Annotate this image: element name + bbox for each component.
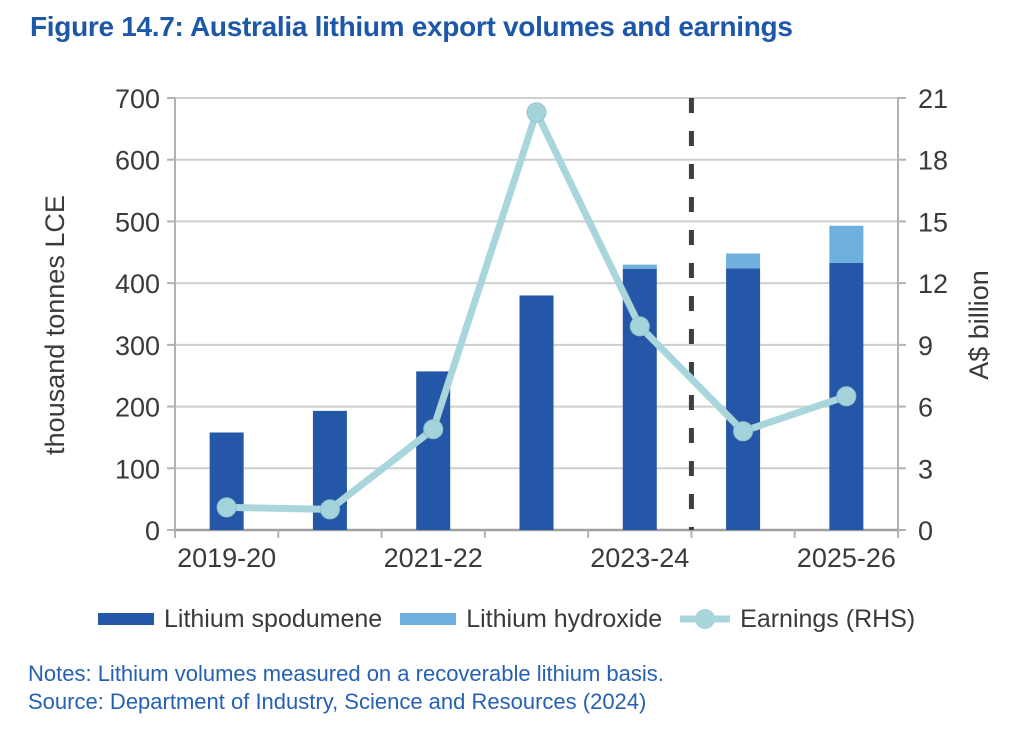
earnings-point-2020-21	[319, 499, 340, 520]
bar-spodumene-2022-23	[519, 295, 554, 530]
right-tick-label: 9	[918, 331, 933, 361]
left-axis-title: thousand tonnes LCE	[40, 195, 70, 455]
left-tick-label: 500	[115, 207, 160, 237]
left-tick-label: 0	[145, 516, 160, 546]
earnings-point-2024-25	[733, 421, 754, 442]
bar-hydroxide-2024-25	[726, 253, 761, 269]
legend-item-hydroxide: Lithium hydroxide	[400, 605, 662, 634]
x-tick-label: 2021-22	[384, 543, 483, 573]
right-axis-title: A$ billion	[964, 270, 994, 380]
figure-title: Figure 14.7: Australia lithium export vo…	[30, 11, 793, 42]
left-tick-label: 300	[115, 331, 160, 361]
earnings-point-2019-20	[216, 497, 237, 518]
legend-swatch-spodumene	[98, 613, 154, 625]
right-tick-label: 21	[918, 84, 948, 114]
legend-item-earnings: Earnings (RHS)	[680, 605, 915, 634]
left-tick-label: 200	[115, 393, 160, 423]
chart-legend: Lithium spodumene Lithium hydroxide Earn…	[98, 601, 915, 637]
legend-label-earnings: Earnings (RHS)	[740, 604, 916, 633]
right-tick-label: 0	[918, 516, 933, 546]
x-tick-label: 2023-24	[590, 543, 689, 573]
legend-item-spodumene: Lithium spodumene	[98, 605, 382, 634]
legend-swatch-hydroxide	[400, 613, 457, 625]
bar-spodumene-2023-24	[622, 268, 657, 530]
left-tick-label: 400	[115, 269, 160, 299]
left-tick-label: 100	[115, 454, 160, 484]
earnings-point-2023-24	[629, 316, 650, 337]
earnings-point-2022-23	[526, 102, 547, 123]
legend-earnings-line-sample	[680, 609, 731, 629]
right-tick-label: 18	[918, 146, 948, 176]
left-tick-label: 700	[115, 84, 160, 114]
left-tick-label: 600	[115, 146, 160, 176]
right-tick-label: 3	[918, 454, 933, 484]
bar-spodumene-2024-25	[726, 268, 761, 530]
legend-label-spodumene: Lithium spodumene	[164, 604, 383, 633]
right-tick-label: 12	[918, 269, 948, 299]
notes-line: Notes: Lithium volumes measured on a rec…	[28, 661, 664, 686]
legend-label-hydroxide: Lithium hydroxide	[466, 604, 663, 633]
bar-hydroxide-2023-24	[622, 264, 657, 269]
right-tick-label: 15	[918, 207, 948, 237]
x-tick-label: 2019-20	[177, 543, 276, 573]
x-tick-label: 2025-26	[797, 543, 896, 573]
chart-canvas: 0 100 200 300 400 500 600 700 0 3 6 9 12 15 18 21 2019-2…	[40, 84, 994, 573]
source-line: Source: Department of Industry, Science …	[28, 689, 647, 714]
earnings-point-2025-26	[836, 386, 857, 407]
earnings-point-2021-22	[423, 419, 444, 440]
figure-footnotes: Notes: Lithium volumes measured on a rec…	[28, 660, 664, 716]
right-tick-label: 6	[918, 393, 933, 423]
bar-hydroxide-2025-26	[829, 225, 864, 263]
